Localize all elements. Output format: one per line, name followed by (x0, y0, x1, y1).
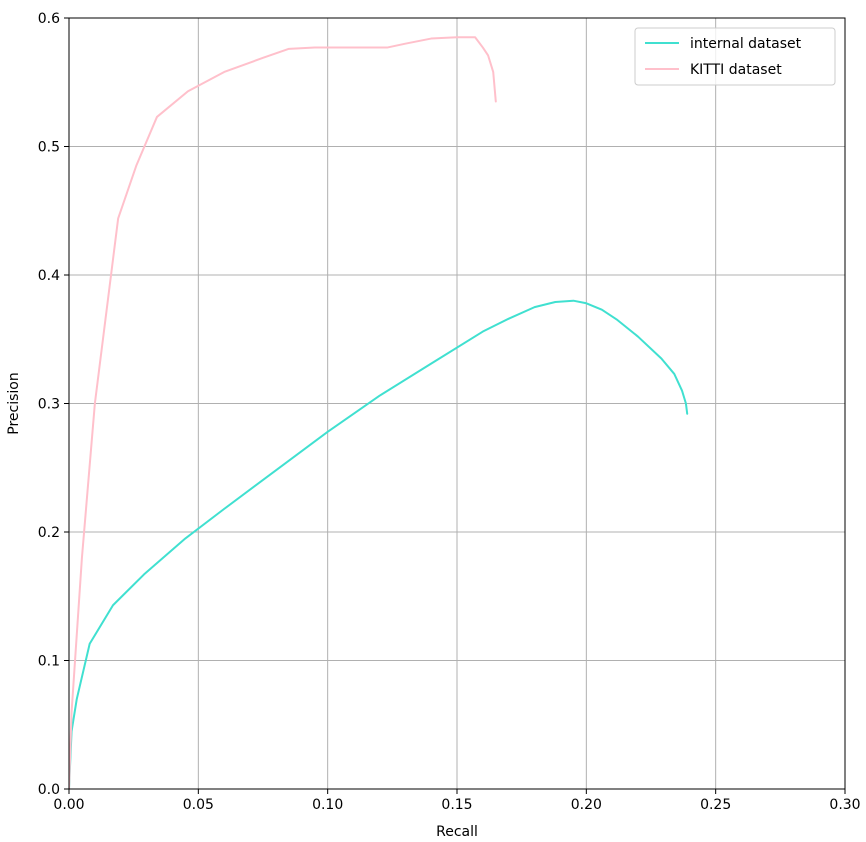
x-tick-label: 0.30 (829, 797, 860, 813)
legend-label-kitti: KITTI dataset (690, 62, 782, 78)
series-lines (69, 36, 689, 789)
y-tick-label: 0.6 (38, 11, 60, 27)
series-line-kitti (69, 36, 497, 789)
x-tick-label: 0.20 (571, 797, 602, 813)
legend-box (634, 27, 836, 86)
y-tick-label: 0.1 (38, 654, 60, 670)
y-tick-label: 0.5 (38, 140, 60, 156)
axis-ticks: 0.00 0.05 0.10 0.15 0.20 0.25 0.30 0.0 0.1 0.2 0.3… (38, 11, 861, 813)
x-tick-label: 0.00 (53, 797, 84, 813)
x-tick-label: 0.25 (700, 797, 731, 813)
x-tick-label: 0.15 (441, 797, 472, 813)
legend-label-internal: internal dataset (690, 36, 802, 52)
y-tick-label: 0.0 (38, 782, 60, 798)
x-tick-label: 0.05 (183, 797, 214, 813)
legend: internal dataset KITTI dataset (634, 27, 836, 86)
series-line-internal (69, 299, 689, 789)
x-tick-label: 0.10 (312, 797, 343, 813)
x-axis-label: Recall (436, 824, 478, 840)
y-tick-label: 0.4 (38, 268, 60, 284)
y-axis-label: Precision (6, 372, 22, 434)
y-tick-label: 0.2 (38, 525, 60, 541)
y-tick-label: 0.3 (38, 397, 60, 413)
